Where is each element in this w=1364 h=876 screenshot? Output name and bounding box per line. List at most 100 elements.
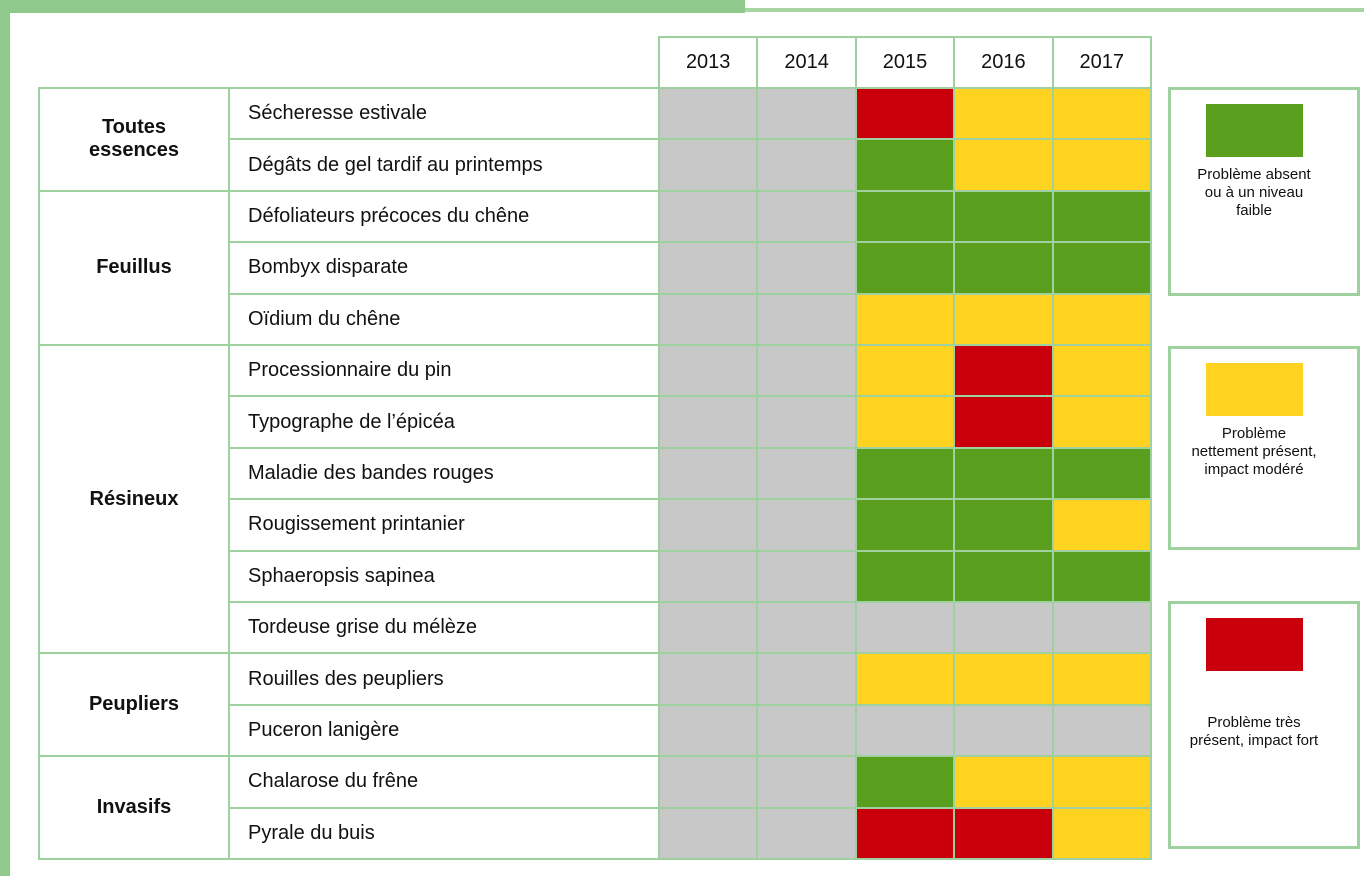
row-label: Sécheresse estivale: [228, 87, 660, 141]
status-cell: [1051, 138, 1152, 192]
status-cell: [658, 395, 759, 449]
status-cell: [1051, 241, 1152, 295]
status-cell: [1051, 344, 1152, 398]
status-cell: [953, 601, 1054, 655]
status-cell: [953, 549, 1054, 603]
status-cell: [756, 498, 857, 552]
status-cell: [854, 87, 956, 141]
status-cell: [953, 87, 1054, 141]
status-cell: [658, 87, 759, 141]
status-cell: [756, 189, 857, 244]
status-cell: [756, 292, 857, 346]
status-cell: [953, 806, 1054, 860]
status-cell: [854, 241, 956, 295]
status-cell: [756, 652, 857, 706]
legend-box: Problème nettement présent, impact modér…: [1168, 346, 1360, 550]
status-cell: [756, 87, 857, 141]
row-label: Chalarose du frêne: [228, 755, 660, 809]
status-cell: [756, 806, 857, 860]
year-header: 2017: [1051, 36, 1152, 89]
row-label: Rougissement printanier: [228, 498, 660, 552]
status-cell: [854, 806, 956, 860]
status-cell: [756, 446, 857, 501]
status-cell: [953, 395, 1054, 449]
legend-swatch: [1206, 618, 1303, 671]
legend-box: Problème très présent, impact fort: [1168, 601, 1360, 849]
status-cell: [1051, 498, 1152, 552]
top-bar: [0, 0, 745, 13]
status-cell: [854, 601, 956, 655]
group-label: Résineux: [38, 344, 230, 655]
status-cell: [854, 652, 956, 706]
status-cell: [658, 241, 759, 295]
status-cell: [1051, 87, 1152, 141]
legend-box: Problème absent ou à un niveau faible: [1168, 87, 1360, 296]
row-label: Oïdium du chêne: [228, 292, 660, 346]
row-label: Bombyx disparate: [228, 241, 660, 295]
row-label: Défoliateurs précoces du chêne: [228, 189, 660, 244]
status-cell: [756, 755, 857, 809]
status-cell: [1051, 395, 1152, 449]
year-header: 2015: [854, 36, 956, 89]
status-cell: [953, 703, 1054, 758]
status-cell: [854, 292, 956, 346]
year-header: 2014: [756, 36, 857, 89]
legend-label: Problème très présent, impact fort: [1189, 714, 1319, 749]
legend-label: Problème nettement présent, impact modér…: [1191, 425, 1317, 478]
legend-swatch: [1206, 363, 1303, 416]
status-cell: [854, 703, 956, 758]
status-cell: [756, 138, 857, 192]
status-cell: [756, 395, 857, 449]
year-header: 2013: [658, 36, 759, 89]
row-label: Pyrale du buis: [228, 806, 660, 860]
status-cell: [854, 755, 956, 809]
status-cell: [1051, 601, 1152, 655]
status-cell: [854, 189, 956, 244]
year-header: 2016: [953, 36, 1054, 89]
group-label: Feuillus: [38, 189, 230, 346]
group-label: Toutes essences: [38, 87, 230, 192]
status-cell: [658, 138, 759, 192]
status-cell: [658, 498, 759, 552]
status-cell: [658, 549, 759, 603]
status-cell: [658, 806, 759, 860]
status-cell: [1051, 806, 1152, 860]
status-cell: [854, 344, 956, 398]
status-cell: [854, 498, 956, 552]
row-label: Puceron lanigère: [228, 703, 660, 758]
top-line: [745, 8, 1364, 12]
status-cell: [658, 446, 759, 501]
status-cell: [1051, 446, 1152, 501]
left-bar: [0, 0, 10, 876]
status-cell: [658, 292, 759, 346]
status-cell: [658, 652, 759, 706]
status-cell: [953, 498, 1054, 552]
status-cell: [1051, 703, 1152, 758]
status-cell: [1051, 189, 1152, 244]
status-cell: [1051, 292, 1152, 346]
status-cell: [1051, 755, 1152, 809]
status-cell: [1051, 549, 1152, 603]
row-label: Sphaeropsis sapinea: [228, 549, 660, 603]
row-label: Rouilles des peupliers: [228, 652, 660, 706]
status-cell: [953, 652, 1054, 706]
row-label: Maladie des bandes rouges: [228, 446, 660, 501]
status-cell: [854, 395, 956, 449]
status-cell: [756, 549, 857, 603]
legend-swatch: [1206, 104, 1303, 157]
row-label: Typographe de l’épicéa: [228, 395, 660, 449]
status-cell: [953, 189, 1054, 244]
group-label: Invasifs: [38, 755, 230, 860]
status-cell: [953, 138, 1054, 192]
status-cell: [1051, 652, 1152, 706]
status-cell: [756, 703, 857, 758]
status-cell: [658, 344, 759, 398]
status-cell: [658, 189, 759, 244]
row-label: Tordeuse grise du mélèze: [228, 601, 660, 655]
status-cell: [756, 601, 857, 655]
row-label: Dégâts de gel tardif au printemps: [228, 138, 660, 192]
group-label: Peupliers: [38, 652, 230, 758]
status-cell: [756, 344, 857, 398]
status-cell: [953, 755, 1054, 809]
